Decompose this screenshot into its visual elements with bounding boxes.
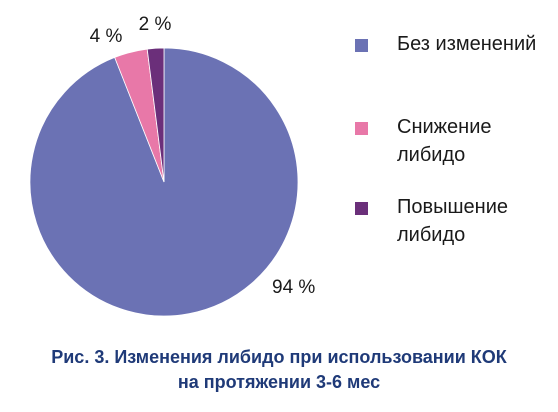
- legend-label-decrease: Снижение либидо: [397, 113, 557, 169]
- caption-line-1: Рис. 3. Изменения либидо при использован…: [51, 347, 507, 367]
- pie-slice-increase: [146, 47, 165, 183]
- data-label-no-change: 94 %: [272, 277, 315, 298]
- pie-slices: [29, 47, 299, 317]
- data-label-decrease: 4 %: [90, 26, 123, 47]
- legend-label-line: Повышение: [397, 196, 509, 218]
- pie-chart: 94 % 4 % 2 %: [29, 14, 316, 317]
- legend-label-line: Без изменений: [397, 33, 537, 55]
- data-label-increase: 2 %: [139, 14, 172, 35]
- legend-swatch-decrease: [355, 122, 368, 135]
- legend-swatch-increase: [355, 202, 368, 215]
- pie-data-labels: 94 % 4 % 2 %: [90, 14, 316, 298]
- legend-label-no-change: Без изменений: [397, 30, 557, 58]
- figure-caption: Рис. 3. Изменения либидо при использован…: [0, 345, 558, 395]
- legend-swatch-no-change: [355, 39, 368, 52]
- legend-label-line: либидо: [397, 144, 466, 166]
- caption-line-2: на протяжении 3-6 мес: [177, 372, 381, 392]
- legend-label-line: Снижение: [397, 116, 492, 138]
- legend-label-line: либидо: [397, 224, 466, 246]
- legend-label-increase: Повышение либидо: [397, 193, 557, 249]
